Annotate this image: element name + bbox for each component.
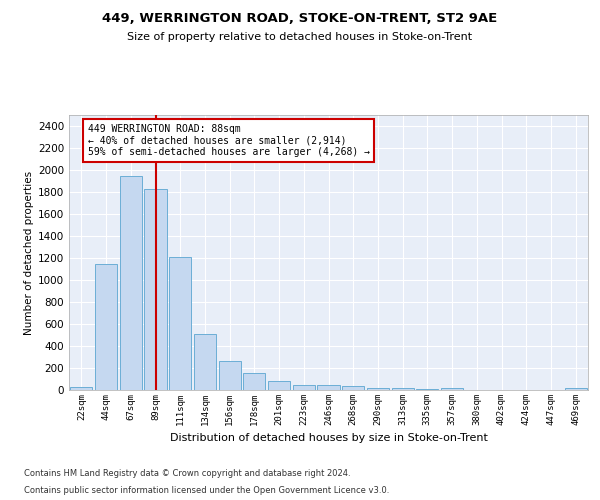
- X-axis label: Distribution of detached houses by size in Stoke-on-Trent: Distribution of detached houses by size …: [170, 434, 487, 444]
- Bar: [342, 386, 364, 390]
- Bar: [293, 384, 315, 390]
- Text: Contains public sector information licensed under the Open Government Licence v3: Contains public sector information licen…: [24, 486, 389, 495]
- Bar: [119, 176, 142, 390]
- Bar: [194, 334, 216, 390]
- Bar: [317, 385, 340, 390]
- Bar: [441, 388, 463, 390]
- Bar: [565, 388, 587, 390]
- Bar: [416, 389, 439, 390]
- Text: Contains HM Land Registry data © Crown copyright and database right 2024.: Contains HM Land Registry data © Crown c…: [24, 468, 350, 477]
- Bar: [145, 188, 167, 390]
- Bar: [95, 264, 117, 390]
- Text: 449, WERRINGTON ROAD, STOKE-ON-TRENT, ST2 9AE: 449, WERRINGTON ROAD, STOKE-ON-TRENT, ST…: [103, 12, 497, 26]
- Bar: [169, 257, 191, 390]
- Bar: [392, 388, 414, 390]
- Text: Size of property relative to detached houses in Stoke-on-Trent: Size of property relative to detached ho…: [127, 32, 473, 42]
- Bar: [243, 373, 265, 390]
- Y-axis label: Number of detached properties: Number of detached properties: [24, 170, 34, 334]
- Bar: [70, 386, 92, 390]
- Text: 449 WERRINGTON ROAD: 88sqm
← 40% of detached houses are smaller (2,914)
59% of s: 449 WERRINGTON ROAD: 88sqm ← 40% of deta…: [88, 124, 370, 157]
- Bar: [367, 388, 389, 390]
- Bar: [218, 361, 241, 390]
- Bar: [268, 381, 290, 390]
